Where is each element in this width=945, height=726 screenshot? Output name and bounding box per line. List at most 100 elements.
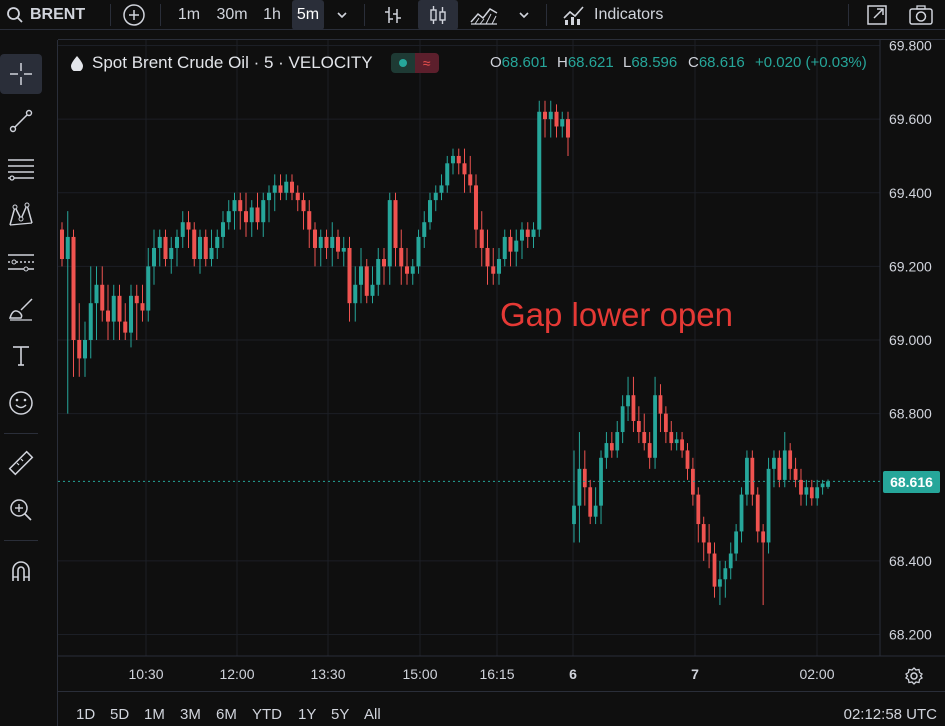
y-tick-label: 68.200 [889, 627, 932, 643]
range-1d-button[interactable]: 1D [76, 706, 96, 723]
range-3m-button[interactable]: 3M [180, 706, 201, 723]
interval-5m-button[interactable]: 5m [292, 0, 324, 30]
indicators-button[interactable]: Indicators [558, 0, 678, 30]
y-tick-label: 69.800 [889, 38, 932, 54]
range-1m-button[interactable]: 1M [144, 706, 165, 723]
candle-body [243, 211, 249, 223]
y-tick-label: 69.000 [889, 332, 932, 348]
candle-body [59, 229, 65, 260]
candle-body [599, 457, 603, 506]
candle-body [485, 247, 490, 267]
candle-body [680, 439, 684, 451]
candle-body [111, 295, 116, 322]
candle-body [370, 284, 375, 296]
measure-tool-button[interactable] [0, 443, 42, 483]
candle-body [647, 443, 652, 458]
projection-tool-button[interactable] [0, 242, 42, 282]
range-6m-button[interactable]: 6M [216, 706, 237, 723]
compare-symbol-button[interactable] [118, 0, 150, 30]
candle-style-button[interactable] [418, 0, 458, 30]
candle-body [615, 432, 620, 451]
area-style-button[interactable] [464, 0, 504, 30]
candle-body [427, 200, 433, 223]
candle-body [232, 200, 237, 212]
candle-body [491, 266, 496, 274]
candle-body [826, 481, 830, 487]
gap-annotation[interactable]: Gap lower open [500, 296, 733, 333]
candle-body [685, 450, 690, 469]
candle-body [799, 479, 803, 495]
candle-body [514, 240, 519, 252]
candle-body [658, 395, 663, 414]
brush-tool-button[interactable] [0, 289, 42, 329]
candle-body [761, 531, 766, 543]
candle-body [560, 119, 565, 127]
magnet-tool-button[interactable] [0, 552, 42, 592]
candle-body [295, 192, 300, 201]
symbol-search-button[interactable]: BRENT [0, 0, 110, 30]
candle-body [439, 185, 444, 193]
candle-body [192, 229, 197, 260]
chart-settings-button[interactable] [902, 664, 926, 688]
trend-line-tool-button[interactable] [0, 101, 42, 141]
candle-body [174, 236, 180, 248]
range-1y-button[interactable]: 1Y [298, 706, 317, 723]
camera-icon [909, 5, 933, 25]
candle-body [255, 207, 260, 223]
candle-body [777, 457, 782, 480]
candle-body [701, 524, 706, 543]
candle-body [531, 229, 536, 237]
search-icon [7, 7, 23, 23]
chart-type-dropdown-button[interactable] [512, 0, 536, 30]
candle-body [307, 211, 312, 230]
candle-body [728, 553, 733, 569]
range-all-button[interactable]: All [364, 706, 381, 723]
candle-body [691, 468, 695, 495]
symbol-title[interactable]: Spot Brent Crude Oil · 5 · VELOCITY [92, 53, 373, 72]
x-tick-label: 7 [691, 666, 699, 682]
interval-1h-button[interactable]: 1h [263, 6, 281, 23]
candle-body [416, 236, 421, 267]
candle-body [422, 222, 427, 237]
x-tick-label: 16:15 [479, 666, 514, 682]
bars-icon [385, 7, 401, 23]
range-5y-button[interactable]: 5Y [331, 706, 350, 723]
utc-clock[interactable]: 02:12:58 UTC [843, 706, 937, 723]
candle-body [473, 185, 479, 230]
y-tick-label: 69.600 [889, 111, 932, 127]
interval-1m-button[interactable]: 1m [177, 6, 201, 23]
candle-body [186, 222, 191, 230]
snapshot-button[interactable] [904, 0, 938, 30]
candle-body [169, 247, 174, 260]
candle-body [793, 468, 798, 480]
candle-body [508, 236, 513, 252]
crosshair-tool-button[interactable] [0, 54, 42, 94]
text-tool-button[interactable] [0, 336, 42, 376]
zoom-tool-button[interactable] [0, 490, 42, 530]
fullscreen-button[interactable] [862, 0, 892, 30]
interval-30m-button[interactable]: 30m [216, 6, 248, 23]
range-5d-button[interactable]: 5D [110, 706, 130, 723]
ohlc-low: L68.596 [623, 54, 678, 71]
bar-style-button[interactable] [376, 0, 410, 30]
candle-body [301, 200, 306, 212]
candle-body [642, 432, 647, 444]
icon-tool-button[interactable] [0, 383, 42, 423]
candle-body [663, 413, 668, 433]
fib-tool-button[interactable] [0, 148, 42, 188]
candle-body [782, 450, 787, 480]
candle-body [593, 505, 598, 517]
candle-body [723, 568, 728, 580]
status-toggle[interactable]: ≈ [390, 53, 439, 73]
candle-body [335, 236, 341, 252]
x-tick-label: 10:30 [128, 666, 163, 682]
y-tick-label: 69.200 [889, 258, 932, 274]
candle-body [140, 303, 145, 311]
pattern-tool-button[interactable] [0, 195, 42, 235]
candle-body [146, 266, 151, 311]
candle-body [105, 310, 111, 322]
candle-body [123, 321, 128, 333]
range-ytd-button[interactable]: YTD [252, 706, 282, 723]
interval-dropdown-button[interactable] [330, 0, 354, 30]
